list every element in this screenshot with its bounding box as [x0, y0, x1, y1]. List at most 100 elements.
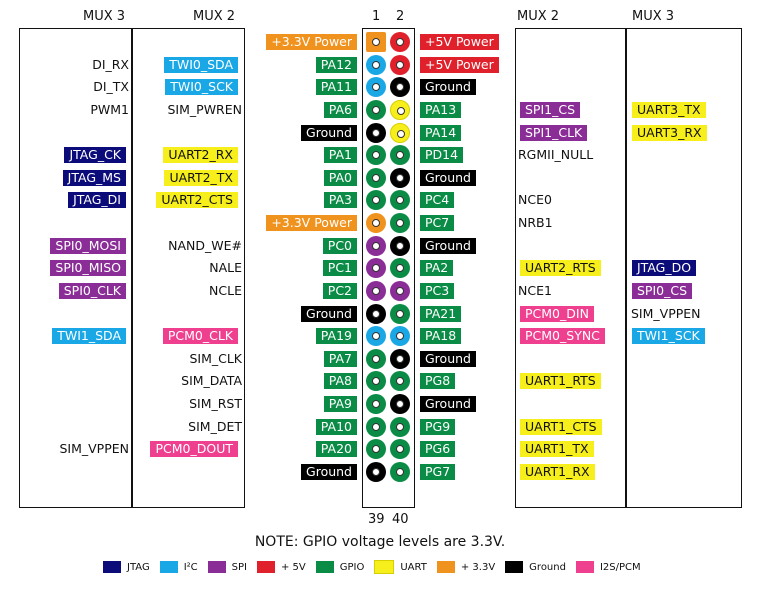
header-mux3-left: MUX 3 — [83, 9, 126, 24]
mux3-left-label: TWI1_SDA — [52, 328, 126, 345]
header-mux2-right: MUX 2 — [517, 9, 560, 24]
mux2-right-label: NCE1 — [518, 282, 552, 298]
pin-odd-dot — [366, 235, 386, 256]
odd-pin-label: +3.3V Power — [266, 215, 357, 232]
pin-even-dot — [390, 439, 410, 460]
even-pin-label: PA13 — [420, 101, 462, 118]
legend-swatch — [103, 561, 121, 573]
mux2-right-label: UART1_RX — [520, 463, 595, 480]
pin-even-dot — [390, 99, 410, 120]
odd-pin-label: PA6 — [323, 101, 357, 118]
legend-item: Ground — [505, 561, 566, 573]
mux3-right-label: JTAG_DO — [632, 260, 697, 277]
panel-mux3-left — [19, 28, 132, 508]
legend-swatch — [256, 561, 275, 573]
pin-odd-dot — [366, 303, 386, 324]
mux3-left-label: SPI0_CLK — [58, 282, 126, 299]
odd-pin-label: PA3 — [323, 192, 357, 209]
even-pin-label: PC3 — [420, 282, 455, 299]
legend: JTAG I²C SPI + 5V GPIO UART + 3.3V Ground I2S/PC… — [103, 559, 651, 575]
legend-item: UART — [374, 560, 427, 574]
mux3-right-label: TWI1_SCK — [632, 328, 705, 345]
pin-odd-dot — [366, 99, 386, 120]
pin-odd-dot — [366, 77, 386, 98]
pin-odd-dot — [366, 348, 386, 369]
mux2-right-label: PCM0_DIN — [520, 305, 594, 322]
pin-even-dot — [390, 32, 410, 52]
mux3-left-label: DI_TX — [93, 79, 129, 95]
even-pin-label: PA2 — [420, 260, 454, 277]
mux2-left-label: SIM_PWREN — [167, 101, 243, 117]
mux2-right-label: SPI1_CLK — [520, 124, 588, 141]
pin40-number: 40 — [392, 512, 409, 527]
mux2-left-label: NCLE — [209, 282, 242, 298]
legend-label: I2S/PCM — [599, 561, 641, 573]
legend-label: + 5V — [280, 561, 306, 573]
legend-label: JTAG — [127, 561, 150, 573]
gpio-voltage-note: NOTE: GPIO voltage levels are 3.3V. — [254, 534, 506, 550]
pin-odd-dot — [366, 371, 386, 392]
pin-even-dot — [390, 145, 410, 166]
legend-swatch — [315, 561, 334, 573]
panel-mux3-right — [626, 28, 742, 508]
pin-odd-dot — [366, 145, 386, 166]
pin-even-dot — [390, 77, 410, 98]
mux2-left-label: NAND_WE# — [168, 237, 242, 253]
pin-even-dot — [390, 213, 410, 234]
header-mux3-right: MUX 3 — [632, 9, 675, 24]
mux2-right-label: UART2_RTS — [520, 260, 601, 277]
pin-even-dot — [390, 167, 410, 188]
legend-swatch — [436, 561, 455, 573]
pin-odd-dot — [366, 258, 386, 279]
mux2-left-label: SIM_RST — [189, 396, 242, 412]
mux3-left-label: JTAG_MS — [62, 169, 126, 186]
mux3-left-label: SIM_VPPEN — [59, 441, 129, 457]
odd-pin-label: PC1 — [322, 260, 357, 277]
odd-pin-label: PC2 — [322, 282, 357, 299]
pin-odd-dot — [366, 439, 386, 460]
pin-even-dot — [390, 54, 410, 75]
pin39-number: 39 — [368, 512, 385, 527]
legend-item: GPIO — [315, 561, 364, 573]
legend-swatch — [207, 561, 226, 573]
odd-pin-label: +3.3V Power — [266, 34, 357, 50]
mux2-left-label: PCM0_CLK — [162, 328, 238, 345]
mux3-left-label: JTAG_CK — [64, 147, 126, 164]
pin-even-dot — [390, 461, 410, 482]
odd-pin-label: PA9 — [323, 396, 357, 413]
legend-label: I²C — [183, 561, 198, 573]
even-pin-label: +5V Power — [420, 34, 499, 50]
even-pin-label: +5V Power — [420, 56, 499, 73]
mux2-right-label: PCM0_SYNC — [520, 328, 605, 345]
odd-pin-label: PA12 — [315, 56, 357, 73]
pin-even-dot — [390, 190, 410, 211]
mux3-left-label: SPI0_MOSI — [50, 237, 126, 254]
mux2-left-label: UART2_RX — [163, 147, 238, 164]
mux2-left-label: UART2_TX — [164, 169, 238, 186]
odd-pin-label: PA11 — [315, 79, 357, 96]
mux3-left-label: JTAG_DI — [68, 192, 126, 209]
legend-swatch — [575, 561, 594, 573]
panel-mux2-left — [132, 28, 245, 508]
mux2-right-label: NCE0 — [518, 192, 552, 208]
even-pin-label: PG8 — [420, 373, 456, 390]
odd-pin-label: PA8 — [323, 373, 357, 390]
pin-odd-dot — [366, 213, 386, 234]
even-pin-label: Ground — [420, 79, 476, 96]
even-pin-label: PA18 — [420, 328, 462, 345]
legend-label: SPI — [231, 561, 247, 573]
pin-odd-dot — [366, 54, 386, 75]
legend-swatch — [374, 560, 395, 574]
mux2-left-label: UART2_CTS — [156, 192, 238, 209]
mux2-right-label: UART1_TX — [520, 441, 594, 458]
mux2-right-label: NRB1 — [518, 215, 553, 231]
legend-swatch — [159, 561, 178, 573]
mux3-left-label: SPI0_MISO — [50, 260, 126, 277]
pin-odd-dot — [366, 280, 386, 301]
pin-odd-dot — [366, 326, 386, 347]
odd-pin-label: Ground — [301, 124, 357, 141]
even-pin-label: PG6 — [420, 441, 456, 458]
pin-odd-dot — [366, 32, 386, 52]
mux2-right-label: UART1_RTS — [520, 373, 601, 390]
odd-pin-label: PA19 — [315, 328, 357, 345]
